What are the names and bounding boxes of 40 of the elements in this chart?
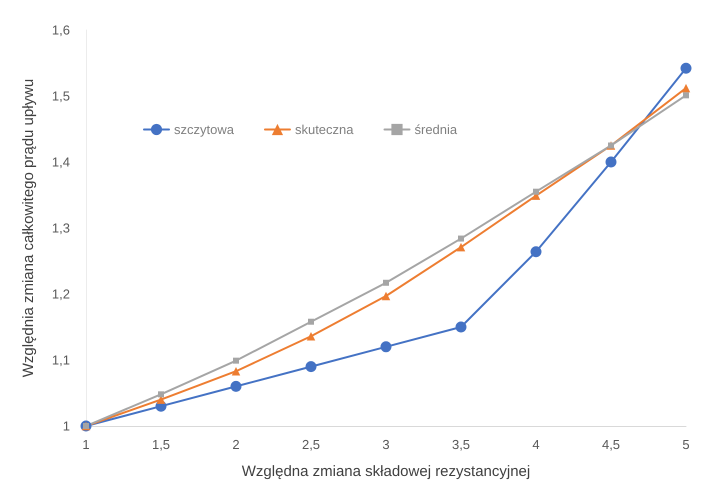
point (230, 380, 242, 392)
point (530, 246, 542, 258)
y-tick-label: 1,2 (52, 286, 70, 302)
point (682, 84, 690, 92)
point (233, 358, 239, 364)
x-tick-label: 1 (82, 437, 90, 452)
point (232, 366, 240, 376)
legend-label: skuteczna (294, 122, 354, 137)
x-tick-label: 4,5 (602, 437, 620, 452)
y-tick-label: 1,4 (52, 154, 70, 170)
x-tick-label: 4 (532, 437, 540, 452)
y-axis-title: Względnia zmiana całkowitego prądu upływu (20, 78, 37, 378)
point (306, 361, 316, 372)
point (456, 242, 466, 252)
point (533, 188, 539, 195)
y-tick-label: 1,1 (52, 352, 70, 368)
point (456, 322, 466, 332)
legend-label: szczytowa (174, 122, 235, 137)
point (383, 280, 389, 286)
point (306, 332, 316, 340)
point (683, 92, 689, 98)
x-tick-label: 1,5 (152, 437, 170, 452)
point (380, 341, 392, 352)
y-tick-label: 1,3 (52, 220, 70, 236)
point (382, 292, 390, 300)
point (458, 236, 464, 242)
point (680, 62, 692, 74)
x-tick-label: 3 (382, 437, 390, 452)
x-tick-label: 3,5 (452, 437, 470, 452)
point (606, 156, 616, 168)
x-tick-label: 5 (682, 437, 690, 452)
legend-label: średnia (414, 122, 458, 137)
point (158, 391, 164, 398)
x-tick-label: 2,5 (302, 437, 320, 452)
x-tick-label: 2 (232, 437, 240, 452)
x-axis-title: Względna zmiana składowej rezystancyjnej (242, 463, 530, 480)
y-tick-label: 1,5 (52, 88, 70, 104)
point (308, 318, 314, 325)
y-tick-label: 1,6 (52, 22, 70, 38)
y-tick-label: 1 (62, 418, 70, 434)
